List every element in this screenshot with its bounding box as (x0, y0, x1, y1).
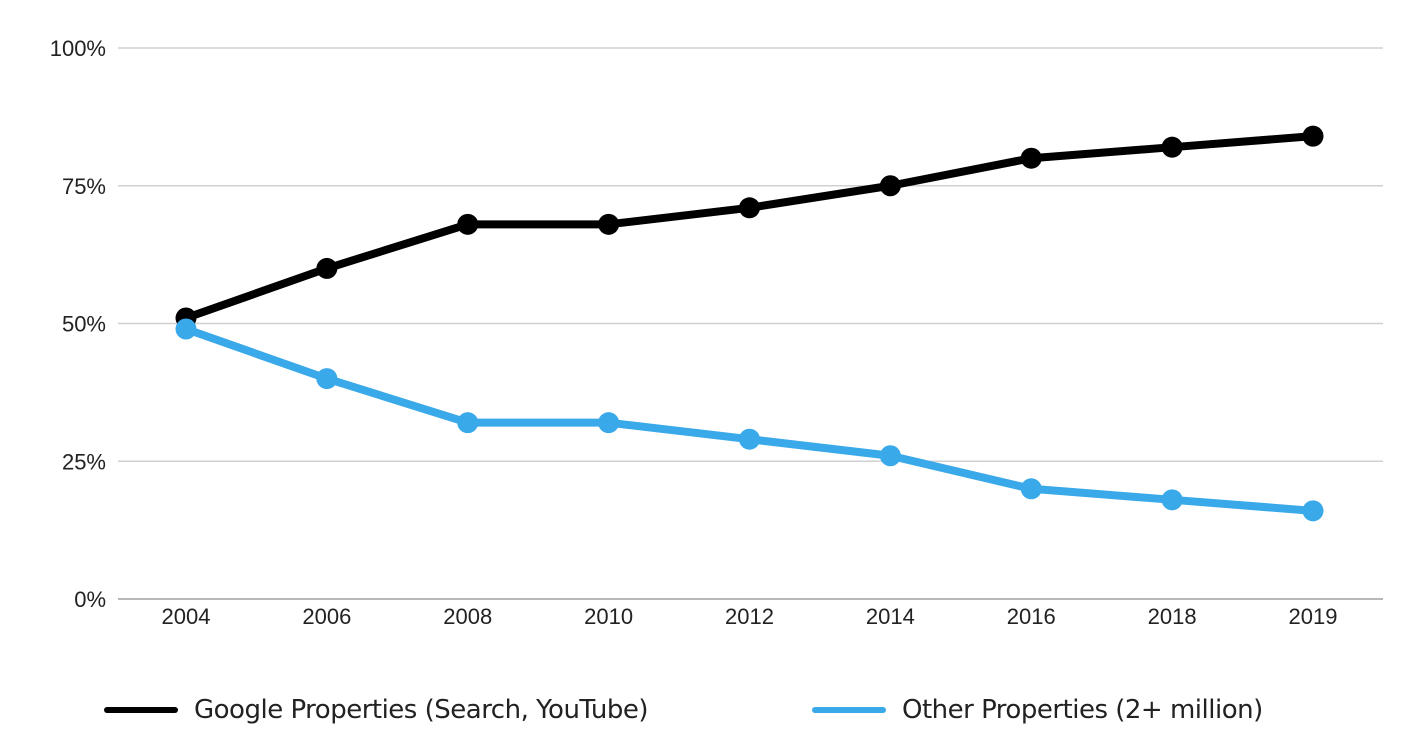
x-tick-label: 2006 (302, 604, 351, 629)
series-google-properties (175, 125, 1324, 329)
data-point (457, 213, 479, 235)
series-line (182, 132, 1317, 322)
data-point (1161, 136, 1183, 158)
data-point (316, 257, 338, 279)
y-tick-label: 0% (74, 587, 106, 612)
legend-swatch-google (104, 707, 178, 713)
data-point (316, 368, 338, 390)
y-tick-label: 100% (50, 36, 106, 61)
x-tick-label: 2019 (1289, 604, 1338, 629)
data-point (1302, 125, 1324, 147)
data-point (1020, 147, 1042, 169)
data-point (598, 213, 620, 235)
y-tick-label: 75% (62, 174, 106, 199)
data-point (1161, 489, 1183, 511)
data-series (175, 125, 1324, 522)
x-tick-label: 2014 (866, 604, 915, 629)
legend-label-other: Other Properties (2+ million) (902, 695, 1263, 725)
legend-item-other: Other Properties (2+ million) (812, 682, 1263, 738)
x-tick-label: 2012 (725, 604, 774, 629)
x-tick-label: 2016 (1007, 604, 1056, 629)
x-tick-label: 2010 (584, 604, 633, 629)
data-point (1020, 478, 1042, 500)
gridlines (118, 47, 1383, 600)
data-point (739, 197, 760, 219)
series-line (182, 325, 1317, 515)
data-point (457, 412, 479, 434)
series-other-properties (175, 318, 1324, 522)
data-point (879, 175, 901, 197)
y-tick-label: 50% (62, 312, 106, 337)
data-point (1302, 500, 1324, 522)
legend-label-google: Google Properties (Search, YouTube) (194, 695, 648, 725)
y-tick-label: 25% (62, 449, 106, 474)
x-tick-label: 2004 (162, 604, 211, 629)
data-point (598, 412, 620, 434)
legend-swatch-other (812, 707, 886, 713)
x-tick-label: 2008 (443, 604, 492, 629)
data-point (879, 445, 901, 467)
data-point (739, 428, 760, 450)
data-point (175, 318, 197, 340)
x-axis-tick-labels: 2004 2006 2008 2010 2012 2014 2016 2018 2019 (162, 604, 1338, 629)
legend-item-google: Google Properties (Search, YouTube) (104, 682, 648, 738)
y-axis-tick-labels: 0% 25% 50% 75% 100% (50, 36, 106, 612)
x-tick-label: 2018 (1148, 604, 1197, 629)
legend: Google Properties (Search, YouTube) Othe… (0, 682, 1410, 738)
